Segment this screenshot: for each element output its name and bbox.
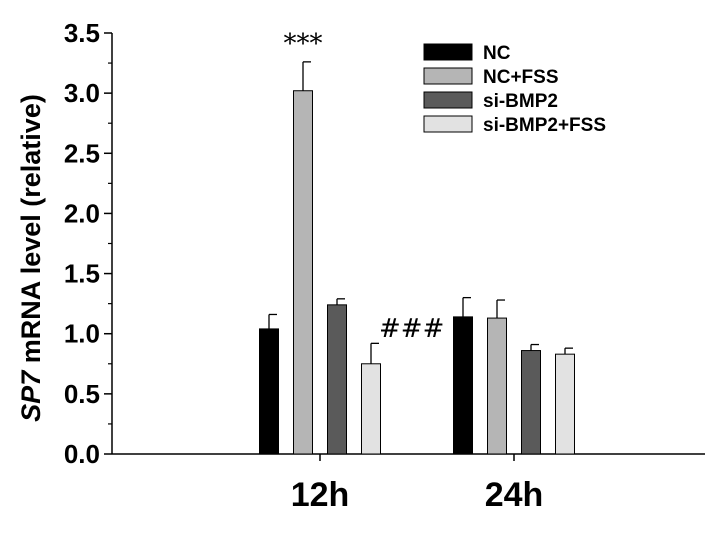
bars-group — [259, 61, 575, 455]
bar — [293, 90, 313, 455]
bar — [453, 316, 473, 455]
bar — [361, 363, 381, 455]
x-tick-label: 24h — [485, 476, 544, 514]
legend: NC NC+FSS si-BMP2 si-BMP2+FSS — [423, 43, 606, 136]
y-axis-label: SP7 mRNA level (relative) — [16, 94, 46, 422]
bar — [521, 350, 541, 455]
y-tick-label: 3.5 — [64, 18, 100, 48]
bar — [487, 317, 507, 455]
y-tick-label: 0.0 — [64, 439, 100, 469]
y-tick-label: 0.5 — [64, 379, 100, 409]
annotation-label: ### — [379, 314, 444, 344]
annotation-label: *** — [284, 29, 323, 59]
legend-label: si-BMP2+FSS — [483, 115, 606, 136]
legend-label: NC+FSS — [483, 67, 559, 88]
axes: 0.0 0.5 1.0 1.5 2.0 2.5 3.0 3.5 12h 24h — [64, 18, 705, 514]
y-axis-label-rest: mRNA level (relative) — [16, 94, 46, 371]
x-tick-label: 12h — [291, 476, 350, 514]
y-tick-label: 2.5 — [64, 138, 100, 168]
y-tick-label: 2.0 — [64, 198, 100, 228]
bar — [259, 328, 279, 455]
legend-swatch — [423, 67, 473, 85]
annotations-group: *** ### — [284, 29, 445, 344]
bar — [555, 353, 575, 455]
bar — [327, 304, 347, 455]
legend-label: si-BMP2 — [483, 91, 558, 112]
legend-swatch — [423, 115, 473, 133]
legend-swatch — [423, 43, 473, 61]
legend-swatch — [423, 91, 473, 109]
y-tick-label: 1.5 — [64, 259, 100, 289]
y-tick-label: 3.0 — [64, 78, 100, 108]
legend-label: NC — [483, 43, 511, 64]
y-tick-label: 1.0 — [64, 319, 100, 349]
y-axis-label-italic: SP7 — [16, 369, 46, 422]
